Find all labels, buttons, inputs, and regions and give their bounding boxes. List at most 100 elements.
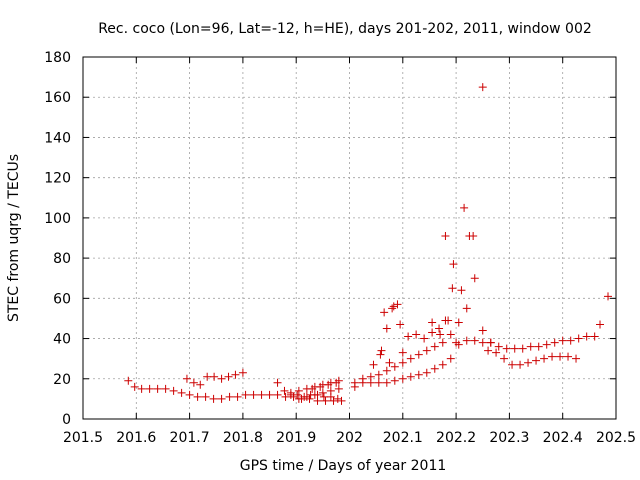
y-tick-label: 120 bbox=[44, 171, 71, 187]
data-point bbox=[203, 372, 212, 381]
data-point bbox=[492, 348, 501, 357]
data-point bbox=[380, 308, 389, 317]
data-point bbox=[582, 332, 591, 341]
x-tick-label: 201.8 bbox=[223, 430, 263, 446]
x-tick-labels: 201.5 201.6 201.7 201.8 201.9 202 202.1 202.2 20… bbox=[63, 430, 636, 446]
data-point bbox=[469, 231, 478, 240]
data-point bbox=[566, 336, 575, 345]
data-point bbox=[209, 394, 218, 403]
data-point bbox=[478, 326, 487, 335]
data-point bbox=[332, 378, 341, 387]
data-point bbox=[596, 320, 605, 329]
data-point bbox=[590, 332, 599, 341]
data-point bbox=[308, 384, 317, 393]
data-point bbox=[518, 344, 527, 353]
data-point bbox=[398, 348, 407, 357]
data-point bbox=[524, 358, 533, 367]
data-point bbox=[294, 394, 303, 403]
data-point bbox=[316, 382, 325, 391]
data-point bbox=[310, 390, 319, 399]
data-point bbox=[280, 386, 289, 395]
data-point bbox=[273, 390, 282, 399]
x-tick-label: 202.1 bbox=[383, 430, 423, 446]
data-point bbox=[548, 352, 557, 361]
data-point bbox=[382, 378, 391, 387]
data-point bbox=[182, 374, 191, 383]
data-point bbox=[265, 390, 274, 399]
data-point bbox=[435, 324, 444, 333]
data-point bbox=[420, 334, 429, 343]
data-point bbox=[422, 346, 431, 355]
data-point bbox=[321, 396, 330, 405]
y-tick-label: 60 bbox=[53, 291, 71, 307]
data-point bbox=[438, 338, 447, 347]
y-tick-label: 0 bbox=[62, 412, 71, 428]
data-point bbox=[470, 274, 479, 283]
data-point bbox=[396, 320, 405, 329]
data-point bbox=[326, 386, 335, 395]
data-point bbox=[430, 364, 439, 373]
data-point bbox=[428, 318, 437, 327]
chart-title: Rec. coco (Lon=96, Lat=-12, h=HE), days … bbox=[98, 21, 592, 37]
data-point bbox=[382, 324, 391, 333]
data-point bbox=[293, 390, 302, 399]
data-point bbox=[217, 374, 226, 383]
data-point bbox=[414, 370, 423, 379]
x-tick-label: 202.4 bbox=[543, 430, 583, 446]
y-tick-labels: 0 20 40 60 80 100 120 140 160 180 bbox=[44, 50, 71, 428]
data-point bbox=[542, 340, 551, 349]
x-tick-label: 201.7 bbox=[170, 430, 210, 446]
data-point bbox=[388, 304, 397, 313]
data-point bbox=[249, 390, 258, 399]
data-point bbox=[376, 350, 385, 359]
y-tick-label: 100 bbox=[44, 211, 71, 227]
data-point bbox=[478, 338, 487, 347]
x-tick-label: 202.3 bbox=[489, 430, 529, 446]
data-point bbox=[604, 292, 613, 301]
data-point bbox=[516, 360, 525, 369]
data-point bbox=[337, 396, 346, 405]
data-point bbox=[130, 382, 139, 391]
data-point bbox=[412, 330, 421, 339]
data-point bbox=[318, 388, 327, 397]
data-point bbox=[478, 83, 487, 92]
data-point bbox=[457, 286, 466, 295]
grid bbox=[83, 57, 616, 419]
data-point bbox=[446, 354, 455, 363]
axis-ticks bbox=[82, 56, 617, 420]
y-tick-label: 20 bbox=[53, 372, 71, 388]
data-point bbox=[441, 231, 450, 240]
y-tick-label: 140 bbox=[44, 130, 71, 146]
data-point bbox=[502, 344, 511, 353]
data-point bbox=[444, 316, 453, 325]
y-tick-label: 80 bbox=[53, 251, 71, 267]
x-tick-label: 201.5 bbox=[63, 430, 103, 446]
data-point bbox=[494, 342, 503, 351]
y-axis-label: STEC from uqrg / TECUs bbox=[6, 154, 22, 322]
data-point bbox=[273, 378, 282, 387]
data-point bbox=[224, 372, 233, 381]
data-point bbox=[572, 354, 581, 363]
data-point bbox=[193, 392, 202, 401]
data-point bbox=[470, 336, 479, 345]
y-tick-label: 180 bbox=[44, 50, 71, 66]
data-point bbox=[484, 346, 493, 355]
data-point bbox=[556, 352, 565, 361]
data-point bbox=[406, 372, 415, 381]
data-points bbox=[124, 83, 613, 405]
data-point bbox=[390, 376, 399, 385]
data-point bbox=[500, 354, 509, 363]
data-point bbox=[329, 396, 338, 405]
data-point bbox=[460, 203, 469, 212]
data-point bbox=[319, 392, 328, 401]
data-point bbox=[374, 370, 383, 379]
data-point bbox=[430, 342, 439, 351]
data-point bbox=[398, 374, 407, 383]
data-point bbox=[414, 350, 423, 359]
data-point bbox=[398, 358, 407, 367]
data-point bbox=[462, 336, 471, 345]
data-point bbox=[302, 392, 311, 401]
data-point bbox=[369, 360, 378, 369]
data-point bbox=[196, 380, 205, 389]
